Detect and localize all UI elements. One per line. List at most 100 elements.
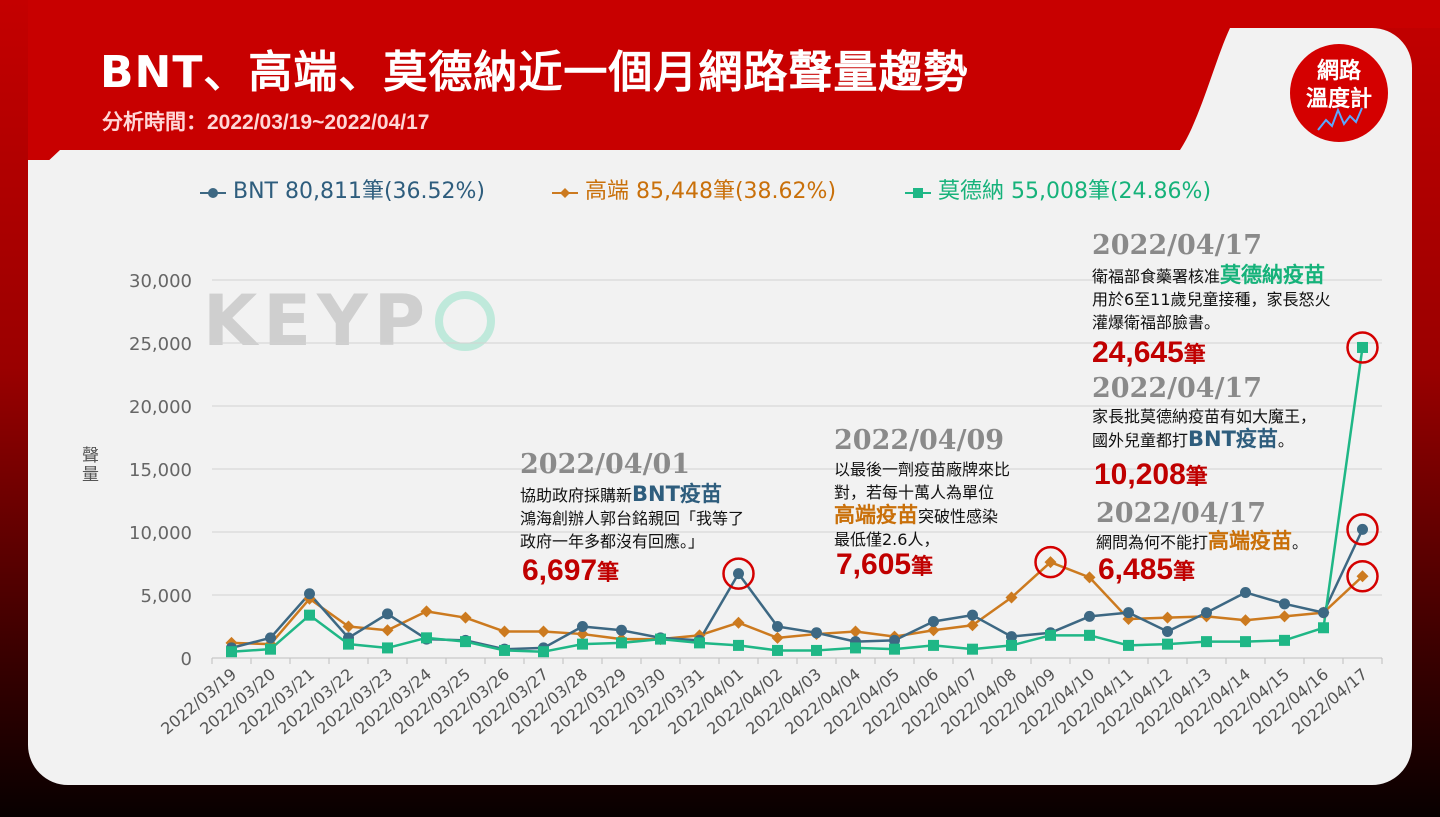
watermark-gauge-icon: [435, 291, 496, 351]
series-markers: [225, 341, 1369, 658]
badge-line1: 網路: [1316, 59, 1361, 84]
series-line-gao: [231, 560, 1364, 646]
point-mod: [694, 637, 705, 649]
point-gao: [849, 625, 862, 638]
annotation-4-count: 10,208筆: [1094, 458, 1208, 491]
point-mod: [1162, 638, 1173, 650]
point-mod: [967, 643, 978, 655]
legend-mod: 莫德納 55,008筆(24.86%): [905, 173, 1211, 205]
point-bnt: [1318, 607, 1329, 619]
highlight-circles: [722, 331, 1379, 593]
point-gao: [771, 631, 784, 644]
point-mod: [1357, 341, 1368, 353]
annotation-5-count: 6,485筆: [1098, 553, 1196, 586]
legend-bnt: BNT 80,811筆(36.52%): [200, 173, 485, 205]
point-mod: [1123, 639, 1134, 651]
point-mod: [928, 639, 939, 651]
point-gao: [420, 605, 433, 618]
point-bnt: [889, 634, 900, 646]
y-axis-label: 聲量: [78, 446, 98, 484]
legend-gao-marker: [552, 180, 578, 205]
legend-bnt-label: BNT 80,811筆(36.52%): [233, 179, 486, 204]
point-bnt: [1279, 598, 1290, 610]
point-bnt: [1357, 523, 1368, 535]
point-mod: [1045, 629, 1056, 641]
point-gao: [381, 624, 394, 637]
point-bnt: [1240, 586, 1251, 598]
point-mod: [343, 638, 354, 650]
point-mod: [421, 632, 432, 644]
point-gao: [732, 616, 745, 629]
legend-mod-marker: [905, 180, 931, 205]
point-mod: [616, 637, 627, 649]
point-gao: [537, 625, 550, 638]
point-gao: [342, 620, 355, 633]
legend-mod-label: 莫德納 55,008筆(24.86%): [938, 179, 1212, 204]
point-mod: [733, 639, 744, 651]
x-tick-labels: 2022/03/192022/03/202022/03/212022/03/22…: [157, 665, 1371, 739]
gridlines: [211, 279, 1383, 664]
header-banner: [0, 0, 1440, 160]
point-gao: [1005, 591, 1018, 604]
point-mod: [1318, 622, 1329, 634]
point-bnt: [733, 568, 744, 580]
point-mod: [1006, 639, 1017, 651]
y-tick-label: 5,000: [140, 586, 192, 607]
annotation-2-text: 以最後一劑疫苗廠牌來比 對，若每十萬人為單位 高端疫苗突破性感染 最低僅2.6人…: [834, 460, 1011, 549]
point-mod: [226, 646, 237, 658]
annotation-1-text: 協助政府採購新BNT疫苗 鴻海創辦人郭台銘親回「我等了 政府一年多都沒有回應。」: [520, 482, 745, 552]
annotation-4-text: 家長批莫德納疫苗有如大魔王， 國外兒童都打BNT疫苗。: [1092, 407, 1317, 451]
series-lines: [231, 347, 1364, 653]
point-bnt: [1006, 631, 1017, 643]
point-mod: [772, 644, 783, 656]
annotation-5-date: 2022/04/17: [1096, 498, 1267, 529]
annotation-1-count: 6,697筆: [522, 554, 620, 587]
point-mod: [577, 638, 588, 650]
point-mod: [499, 644, 510, 656]
y-tick-labels: 0 5,000 10,000 15,000 20,000 25,000 30,000: [129, 271, 192, 670]
page-subtitle: 分析時間：2022/03/19~2022/04/17: [102, 111, 430, 134]
brand-badge: 網路 溫度計: [1290, 44, 1388, 142]
legend-bnt-marker: [200, 180, 226, 205]
annotation-3-date: 2022/04/17: [1092, 230, 1263, 261]
legend-gao: 高端 85,448筆(38.62%): [552, 173, 836, 205]
legend-gao-label: 高端 85,448筆(38.62%): [585, 179, 837, 204]
point-bnt: [577, 621, 588, 632]
point-mod: [460, 636, 471, 648]
point-mod: [538, 646, 549, 658]
highlight-circle: [1346, 560, 1379, 593]
point-gao: [498, 625, 511, 638]
series-line-bnt: [231, 528, 1364, 651]
point-mod: [811, 644, 822, 656]
point-gao: [1161, 611, 1174, 624]
point-gao: [966, 619, 979, 632]
annotation-5-text: 網問為何不能打高端疫苗。: [1096, 529, 1309, 553]
point-mod: [304, 609, 315, 621]
y-tick-label: 15,000: [129, 460, 192, 481]
y-tick-label: 20,000: [129, 397, 192, 418]
point-mod: [1279, 634, 1290, 646]
page-title: BNT、高端、莫德納近一個月網路聲量趨勢: [100, 47, 969, 98]
point-bnt: [304, 588, 315, 600]
highlight-circle: [1034, 545, 1067, 579]
point-gao: [1278, 610, 1291, 623]
point-bnt: [1084, 610, 1095, 622]
point-bnt: [811, 627, 822, 639]
annotation-4-date: 2022/04/17: [1092, 373, 1263, 404]
point-mod: [265, 643, 276, 655]
highlight-circle: [1346, 513, 1379, 546]
annotation-2-date: 2022/04/09: [834, 425, 1005, 456]
point-bnt: [616, 624, 627, 636]
point-mod: [655, 633, 666, 645]
point-bnt: [928, 615, 939, 627]
point-gao: [927, 624, 940, 637]
point-bnt: [265, 632, 276, 644]
point-bnt: [1201, 607, 1212, 619]
point-bnt: [967, 609, 978, 621]
point-mod: [1240, 636, 1251, 648]
point-mod: [1084, 629, 1095, 641]
y-tick-label: 10,000: [129, 523, 192, 544]
annotation-1-date: 2022/04/01: [520, 449, 691, 480]
point-gao: [1044, 556, 1057, 569]
